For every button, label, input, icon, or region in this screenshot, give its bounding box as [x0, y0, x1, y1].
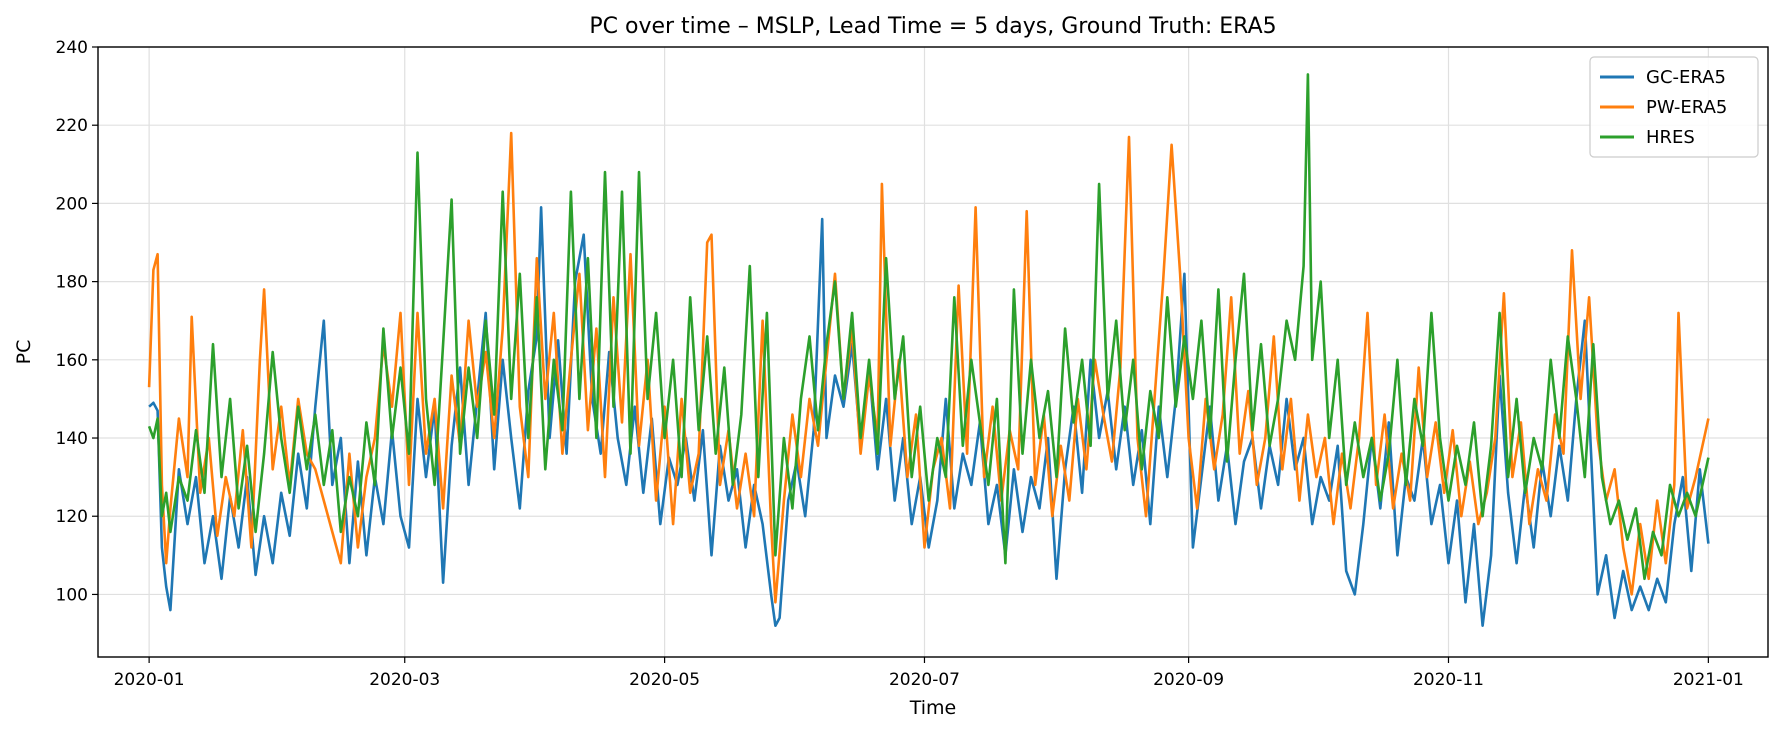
x-tick-label: 2020-03 — [369, 670, 440, 690]
x-tick-label: 2020-05 — [629, 670, 700, 690]
legend: GC-ERA5 PW-ERA5 HRES — [1589, 56, 1759, 158]
y-tick-label: 140 — [56, 429, 88, 449]
x-axis-label: Time — [909, 697, 957, 719]
y-tick-label: 220 — [56, 116, 88, 136]
x-tick-label: 2020-11 — [1413, 670, 1484, 690]
series-lines — [147, 73, 1710, 627]
legend-label: PW-ERA5 — [1646, 97, 1727, 118]
y-tick-label: 160 — [56, 351, 88, 371]
x-tick-label: 2021-01 — [1673, 670, 1744, 690]
y-axis-label: PC — [13, 340, 35, 365]
plot-frame — [97, 46, 1769, 658]
axis-ticks: 100 120 140 160 180 200 220 240 2020-01 2020-03 20… — [56, 38, 1744, 690]
legend-label: HRES — [1646, 127, 1695, 148]
series-line-hres — [147, 73, 1710, 581]
legend-label: GC-ERA5 — [1646, 67, 1726, 88]
x-tick-label: 2020-01 — [114, 670, 185, 690]
series-line-gc-era5 — [148, 206, 1710, 627]
y-tick-label: 120 — [56, 507, 88, 527]
legend-box — [1589, 56, 1759, 158]
x-tick-label: 2020-09 — [1153, 670, 1224, 690]
y-tick-label: 100 — [56, 585, 88, 605]
y-tick-label: 240 — [56, 38, 88, 58]
chart-title: PC over time – MSLP, Lead Time = 5 days,… — [589, 14, 1276, 39]
y-tick-label: 180 — [56, 273, 88, 293]
x-tick-label: 2020-07 — [889, 670, 960, 690]
y-tick-label: 200 — [56, 194, 88, 214]
